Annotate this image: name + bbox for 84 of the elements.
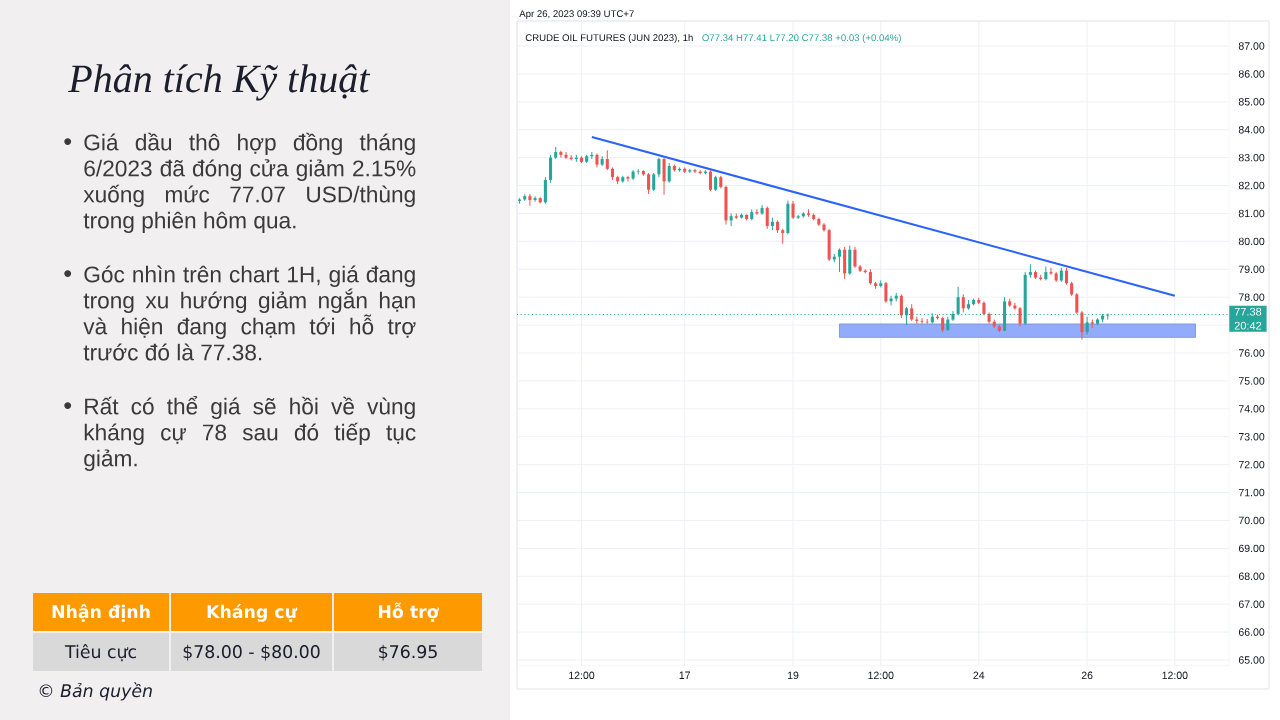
- text: $78.00 - $80.00: [183, 644, 320, 661]
- text: Hỗ trợ: [379, 602, 439, 622]
- candlestick: [899, 293, 903, 319]
- candlestick: [549, 154, 553, 184]
- y-tick-label: 66.00: [1238, 628, 1265, 636]
- candlestick: [843, 246, 847, 280]
- y-tick-label: 80.00: [1238, 237, 1265, 246]
- candlestick: [822, 222, 826, 233]
- text: Tiêu cực: [64, 644, 136, 662]
- y-tick-label: 79.00: [1238, 265, 1265, 274]
- candlestick: [1018, 306, 1022, 327]
- y-tick-label: 87.00: [1238, 42, 1265, 50]
- ref-line-label: 77.38: [1234, 307, 1262, 316]
- candlestick: [791, 200, 795, 220]
- text: O77.34 H77.41 L77.20 C77.38 +0.03 (+0.04%): [702, 34, 901, 43]
- y-tick-label: 65.00: [1238, 656, 1265, 664]
- y-tick-label: 67.00: [1238, 600, 1265, 608]
- candlestick: [827, 228, 831, 262]
- candlestick: [708, 169, 713, 192]
- text: 20:42: [1234, 321, 1262, 330]
- text: CRUDE OIL FUTURES (JUN 2023), 1h: [525, 34, 693, 43]
- candlestick: [729, 212, 733, 227]
- candlestick: [626, 175, 630, 182]
- y-tick-label: 69.00: [1238, 544, 1265, 553]
- text: Rất có thể giá sẽ hồi về vùng kháng cự 78 sau đó tiếp tục giảm.: [84, 395, 416, 471]
- x-tick-label: 12:00: [1162, 671, 1188, 680]
- candlestick: [1075, 292, 1079, 315]
- y-tick-label: 78.00: [1238, 293, 1265, 301]
- candlestick: [693, 168, 697, 174]
- candlestick: [657, 157, 661, 178]
- x-tick-label: 12:00: [569, 671, 595, 680]
- text: •: [64, 138, 72, 146]
- candlestick: [837, 247, 842, 273]
- candlestick: [564, 151, 568, 160]
- text: •: [64, 270, 72, 278]
- text: © Bản quyền: [39, 682, 152, 701]
- y-tick-label: 82.00: [1238, 181, 1265, 190]
- candlestick: [1049, 267, 1053, 276]
- candlestick: [884, 281, 888, 304]
- candlestick: [647, 172, 651, 195]
- text: $76.95: [379, 644, 437, 661]
- text: Phân tích Kỹ thuật: [68, 64, 371, 101]
- y-tick-label: 68.00: [1238, 572, 1265, 581]
- y-tick-label: 81.00: [1238, 209, 1265, 218]
- y-tick-label: 83.00: [1238, 153, 1265, 162]
- candlestick: [920, 317, 924, 325]
- y-tick-label: 74.00: [1238, 405, 1265, 413]
- candlestick: [559, 150, 563, 159]
- candlestick: [961, 293, 965, 314]
- y-tick-label: 85.00: [1238, 98, 1265, 106]
- text: Kháng cự: [207, 604, 298, 622]
- y-tick-label: 71.00: [1238, 488, 1265, 497]
- candlestick: [543, 176, 547, 205]
- candlestick: [667, 162, 671, 184]
- x-tick-label: 17: [679, 671, 691, 679]
- candlestick: [724, 185, 728, 226]
- candlestick: [1085, 316, 1089, 336]
- text: Giá dầu thô hợp đồng tháng 6/2023 đã đóng cửa giảm 2.15% xuống mức 77.07 USD/thùng trong phiên hôm qua.: [83, 132, 416, 233]
- y-tick-label: 73.00: [1238, 433, 1265, 441]
- text: Apr 26, 2023 09:39 UTC+7: [519, 10, 634, 19]
- text: Góc nhìn trên chart 1H, giá đang trong xu hướng giảm ngắn hạn và hiện đang chạm tới hỗ trợ trước đó là 77.38.: [83, 265, 416, 361]
- candlestick: [652, 172, 656, 192]
- x-tick-label: 12:00: [868, 671, 894, 680]
- candlestick: [533, 195, 537, 203]
- candlestick: [786, 200, 790, 235]
- y-tick-label: 75.00: [1238, 377, 1265, 385]
- candlestick: [1044, 265, 1048, 281]
- candlestick: [765, 205, 769, 230]
- y-tick-label: 76.00: [1238, 349, 1265, 357]
- candlestick: [853, 246, 857, 269]
- candlestick: [662, 157, 666, 196]
- candlestick: [1080, 310, 1084, 341]
- candlestick: [528, 193, 532, 207]
- y-tick-label: 86.00: [1238, 70, 1265, 78]
- x-tick-label: 26: [1081, 671, 1093, 680]
- x-tick-label: 24: [973, 671, 985, 679]
- text: Nhận định: [52, 604, 150, 622]
- y-tick-label: 72.00: [1238, 460, 1265, 469]
- candlestick: [605, 149, 609, 171]
- x-tick-label: 19: [787, 671, 799, 680]
- y-tick-label: 70.00: [1238, 516, 1265, 525]
- text: •: [64, 402, 72, 410]
- y-tick-label: 84.00: [1238, 126, 1265, 134]
- candlestick: [848, 245, 852, 276]
